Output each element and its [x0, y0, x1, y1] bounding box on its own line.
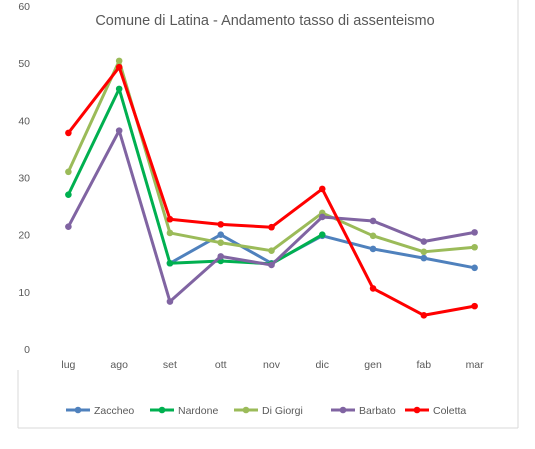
- data-point-coletta: [115, 63, 123, 71]
- data-point-coletta: [318, 185, 326, 193]
- legend-marker-coletta: [413, 406, 421, 414]
- y-tick-label: 60: [18, 1, 30, 13]
- data-point-barbato: [268, 261, 275, 269]
- plot-area: [65, 57, 478, 319]
- legend-label-zaccheo: Zaccheo: [94, 405, 134, 417]
- legend: Zaccheo Nardone Di Giorgi Barbato Coletta: [66, 405, 466, 417]
- data-point-nardone: [166, 259, 174, 267]
- data-point-di-giorgi: [369, 232, 377, 240]
- x-axis: lug ago set ott nov dic gen fab mar: [61, 359, 484, 371]
- series-line-di-giorgi: [66, 59, 477, 254]
- data-point-di-giorgi: [268, 247, 275, 254]
- legend-item-di-giorgi: Di Giorgi: [234, 405, 303, 417]
- data-point-barbato: [369, 217, 377, 225]
- data-point-coletta: [471, 302, 478, 310]
- x-tick-label: gen: [364, 359, 382, 371]
- legend-marker-nardone: [158, 406, 166, 414]
- x-tick-label: fab: [417, 359, 432, 371]
- data-point-di-giorgi: [166, 229, 174, 237]
- legend-item-nardone: Nardone: [150, 405, 218, 417]
- y-axis: 0 10 20 30 40 50 60: [18, 1, 30, 356]
- data-point-coletta: [217, 221, 225, 228]
- y-tick-label: 50: [18, 58, 30, 70]
- legend-marker-di-giorgi: [242, 406, 250, 414]
- data-point-barbato: [166, 298, 174, 305]
- data-point-barbato: [318, 213, 326, 221]
- data-point-di-giorgi: [217, 239, 225, 246]
- data-point-barbato: [65, 223, 72, 230]
- series-coletta: [65, 63, 478, 319]
- series-line-barbato: [66, 129, 477, 304]
- legend-item-coletta: Coletta: [405, 405, 466, 417]
- legend-item-zaccheo: Zaccheo: [66, 405, 134, 417]
- x-tick-label: lug: [61, 359, 75, 371]
- data-point-nardone: [115, 85, 123, 93]
- legend-label-nardone: Nardone: [178, 405, 218, 417]
- data-point-coletta: [65, 129, 72, 137]
- data-point-zaccheo: [420, 254, 428, 262]
- legend-label-coletta: Coletta: [433, 405, 466, 417]
- legend-label-barbato: Barbato: [359, 405, 396, 417]
- data-point-di-giorgi: [471, 243, 478, 251]
- legend-marker-zaccheo: [74, 406, 82, 414]
- data-point-barbato: [115, 127, 123, 134]
- y-tick-label: 30: [18, 173, 30, 185]
- x-tick-label: dic: [316, 359, 329, 371]
- y-tick-label: 10: [18, 287, 30, 299]
- x-tick-label: nov: [263, 359, 281, 371]
- data-point-di-giorgi: [115, 57, 123, 65]
- legend-marker-barbato: [339, 406, 347, 414]
- data-point-zaccheo: [217, 231, 225, 238]
- data-point-coletta: [268, 223, 275, 231]
- data-point-barbato: [420, 238, 428, 245]
- data-point-barbato: [217, 253, 225, 260]
- series-barbato: [65, 127, 478, 305]
- series-line-coletta: [66, 65, 477, 317]
- legend-label-di-giorgi: Di Giorgi: [262, 405, 303, 417]
- chart-title: Comune di Latina - Andamento tasso di as…: [95, 13, 434, 29]
- data-point-coletta: [369, 285, 377, 292]
- x-tick-label: ago: [110, 359, 128, 371]
- data-point-di-giorgi: [65, 168, 72, 176]
- data-point-coletta: [166, 215, 174, 223]
- y-tick-label: 0: [24, 344, 30, 356]
- data-point-barbato: [471, 229, 478, 236]
- data-point-nardone: [318, 231, 326, 238]
- x-tick-label: mar: [466, 359, 485, 371]
- data-point-di-giorgi: [420, 248, 428, 256]
- data-point-nardone: [65, 191, 72, 198]
- legend-item-barbato: Barbato: [331, 405, 396, 417]
- data-point-coletta: [420, 311, 428, 319]
- x-tick-label: set: [163, 359, 177, 371]
- data-point-zaccheo: [369, 245, 377, 253]
- y-tick-label: 40: [18, 115, 30, 127]
- y-tick-label: 20: [18, 230, 30, 242]
- data-point-zaccheo: [471, 264, 478, 272]
- x-tick-label: ott: [215, 359, 227, 371]
